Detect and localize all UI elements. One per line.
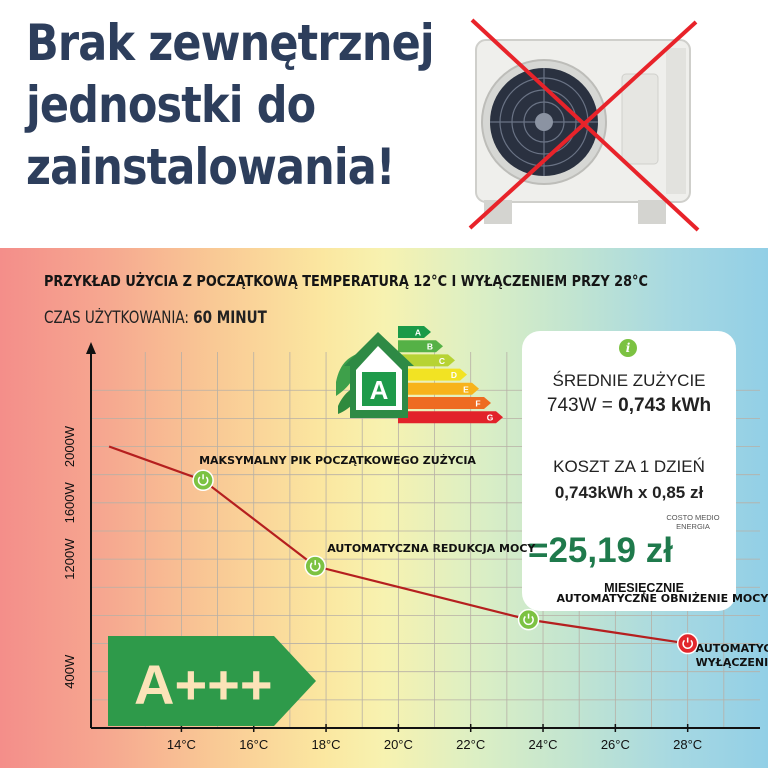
y-axis-arrow	[86, 342, 96, 354]
power-marker	[192, 469, 214, 492]
x-tick-label: 14°C	[167, 737, 196, 752]
average-consumption-value: 743W = 0,743 kWh	[522, 395, 736, 417]
x-tick-label: 22°C	[456, 737, 485, 752]
energy-class-letter: E	[463, 384, 469, 394]
x-tick-label: 24°C	[529, 737, 558, 752]
x-tick-label: 26°C	[601, 737, 630, 752]
annotation-label: AUTOMATYCZNEWYŁĄCZENIE	[695, 641, 768, 669]
x-tick-label: 16°C	[239, 737, 268, 752]
daily-cost-calculation: 0,743kWh x 0,85 zł	[554, 483, 704, 502]
power-marker	[517, 608, 540, 631]
energy-rating-badge: A+++	[108, 636, 316, 726]
power-icon	[197, 476, 209, 486]
energy-class-letter: G	[487, 413, 494, 423]
info-icon: i	[619, 339, 637, 357]
daily-cost-label: KOSZT ZA 1 DZIEŃ	[553, 457, 705, 476]
energy-class-letter: B	[427, 342, 433, 352]
energy-class-bar: C	[398, 354, 455, 367]
power-icon	[682, 639, 694, 649]
energy-class-letter: A	[370, 375, 389, 405]
y-tick-label: 400W	[62, 654, 77, 689]
x-tick-label: 18°C	[312, 737, 341, 752]
energy-class-bar: E	[398, 382, 479, 395]
info-card: i ŚREDNIE ZUŻYCIE 743W = 0,743 kWh KOSZT…	[522, 331, 736, 611]
energy-class-bar: B	[398, 340, 443, 353]
monthly-cost-period: MIESIĘCZNIE	[604, 581, 684, 595]
x-tick-label: 28°C	[673, 737, 702, 752]
header-section: Brak zewnętrznej jednostki do zainstalowan…	[0, 0, 768, 248]
average-consumption-label: ŚREDNIE ZUŻYCIE	[552, 371, 706, 390]
chart-subtitle: PRZYKŁAD UŻYCIA Z POCZĄTKOWĄ TEMPERATURĄ…	[44, 272, 648, 290]
energy-class-letter: F	[475, 399, 480, 409]
energy-class-bar: G	[398, 411, 503, 424]
duration-value: 60 MINUT	[193, 308, 267, 327]
headline-line-1: Brak zewnętrznej	[26, 14, 435, 72]
average-consumption-watts: 743W =	[546, 395, 619, 416]
usage-duration: CZAS UŻYTKOWANIA: 60 MINUT	[44, 308, 267, 327]
chart-markers	[192, 469, 699, 655]
energy-class-bar: F	[398, 397, 491, 409]
annotation-label: AUTOMATYCZNA REDUKCJA MOCY	[327, 542, 536, 556]
energy-cost-note: COSTO MEDIO ENERGIA	[666, 513, 720, 531]
rating-badge-label: A+++	[134, 653, 273, 716]
rating-badge-arrow	[108, 636, 316, 726]
shutdown-marker	[676, 632, 699, 655]
energy-class-letter: D	[451, 370, 457, 380]
y-tick-label: 1600W	[62, 481, 77, 523]
x-tick-label: 20°C	[384, 737, 413, 752]
annotation-label: MAKSYMALNY PIK POCZĄTKOWEGO ZUŻYCIA	[199, 454, 476, 468]
duration-label: CZAS UŻYTKOWANIA:	[44, 308, 189, 327]
monthly-cost-total: =25,19 zł	[528, 531, 673, 570]
headline-line-2: jednostki do	[26, 76, 316, 134]
headline: Brak zewnętrznej jednostki do zainstalowan…	[26, 12, 435, 198]
power-marker	[304, 555, 326, 577]
y-tick-label: 2000W	[62, 425, 77, 467]
annotation-label: AUTOMATYCZNE OBNIŻENIE MOCY	[556, 591, 768, 605]
power-icon	[523, 615, 534, 626]
outdoor-ac-unit-crossed-icon	[468, 18, 700, 232]
chart-ticks: 14°C 16°C 18°C 20°C 22°C 24°C 26°C 28°C 2000W 160…	[62, 425, 702, 752]
chart-axes	[86, 342, 760, 729]
energy-class-letter: A	[415, 328, 421, 338]
energy-class-bar: A	[398, 326, 431, 338]
headline-line-3: zainstalowania!	[26, 138, 396, 196]
energy-class-letter: C	[439, 356, 445, 366]
energy-class-bar: D	[398, 368, 467, 381]
y-tick-label: 1200W	[62, 538, 77, 580]
power-icon	[309, 562, 321, 572]
average-consumption-kwh: 0,743 kWh	[618, 395, 712, 416]
